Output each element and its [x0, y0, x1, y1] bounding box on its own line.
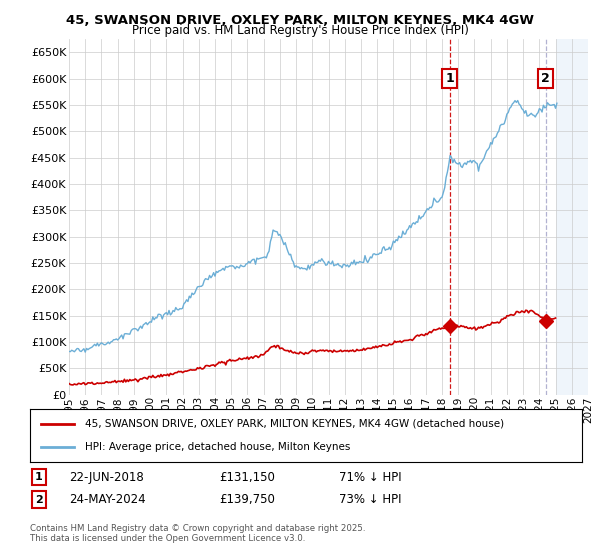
Text: HPI: Average price, detached house, Milton Keynes: HPI: Average price, detached house, Milt… — [85, 442, 350, 452]
Text: 1: 1 — [35, 472, 43, 482]
Text: 71% ↓ HPI: 71% ↓ HPI — [339, 470, 401, 484]
Text: 73% ↓ HPI: 73% ↓ HPI — [339, 493, 401, 506]
Text: 2: 2 — [35, 494, 43, 505]
Text: 22-JUN-2018: 22-JUN-2018 — [69, 470, 144, 484]
Bar — [556, 39, 588, 395]
Text: 45, SWANSON DRIVE, OXLEY PARK, MILTON KEYNES, MK4 4GW: 45, SWANSON DRIVE, OXLEY PARK, MILTON KE… — [66, 14, 534, 27]
Text: 2: 2 — [541, 72, 550, 85]
Text: 1: 1 — [445, 72, 454, 85]
Text: £131,150: £131,150 — [219, 470, 275, 484]
Text: 45, SWANSON DRIVE, OXLEY PARK, MILTON KEYNES, MK4 4GW (detached house): 45, SWANSON DRIVE, OXLEY PARK, MILTON KE… — [85, 419, 505, 429]
Text: Price paid vs. HM Land Registry's House Price Index (HPI): Price paid vs. HM Land Registry's House … — [131, 24, 469, 37]
Text: Contains HM Land Registry data © Crown copyright and database right 2025.
This d: Contains HM Land Registry data © Crown c… — [30, 524, 365, 543]
Text: £139,750: £139,750 — [219, 493, 275, 506]
Text: 24-MAY-2024: 24-MAY-2024 — [69, 493, 146, 506]
